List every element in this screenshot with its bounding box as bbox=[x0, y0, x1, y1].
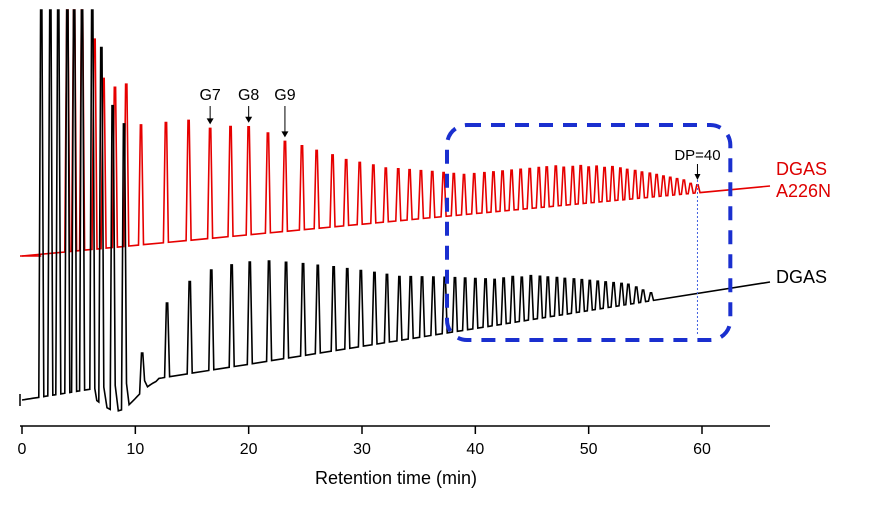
x-tick-label: 0 bbox=[18, 441, 27, 458]
peak-label: G8 bbox=[238, 87, 259, 104]
dp40-label: DP=40 bbox=[674, 147, 720, 164]
x-tick-label: 40 bbox=[466, 441, 484, 458]
down-arrow-icon bbox=[694, 174, 700, 180]
peak-label: G9 bbox=[274, 87, 295, 104]
down-arrow-icon bbox=[281, 131, 288, 137]
x-tick-label: 60 bbox=[693, 441, 711, 458]
x-tick-label: 30 bbox=[353, 441, 371, 458]
series-red bbox=[22, 10, 770, 256]
x-axis-title: Retention time (min) bbox=[315, 468, 477, 488]
down-arrow-icon bbox=[245, 117, 252, 123]
chromatogram-chart: 0102030405060Retention time (min)DGASA22… bbox=[0, 0, 872, 507]
series-black-label: DGAS bbox=[776, 267, 827, 287]
x-tick-label: 10 bbox=[126, 441, 144, 458]
x-tick-label: 20 bbox=[240, 441, 258, 458]
x-tick-label: 50 bbox=[580, 441, 598, 458]
series-red-label-2: A226N bbox=[776, 181, 831, 201]
series-red-label-1: DGAS bbox=[776, 159, 827, 179]
down-arrow-icon bbox=[207, 118, 214, 124]
peak-label: G7 bbox=[199, 87, 220, 104]
chart-svg: 0102030405060Retention time (min)DGASA22… bbox=[0, 0, 872, 507]
